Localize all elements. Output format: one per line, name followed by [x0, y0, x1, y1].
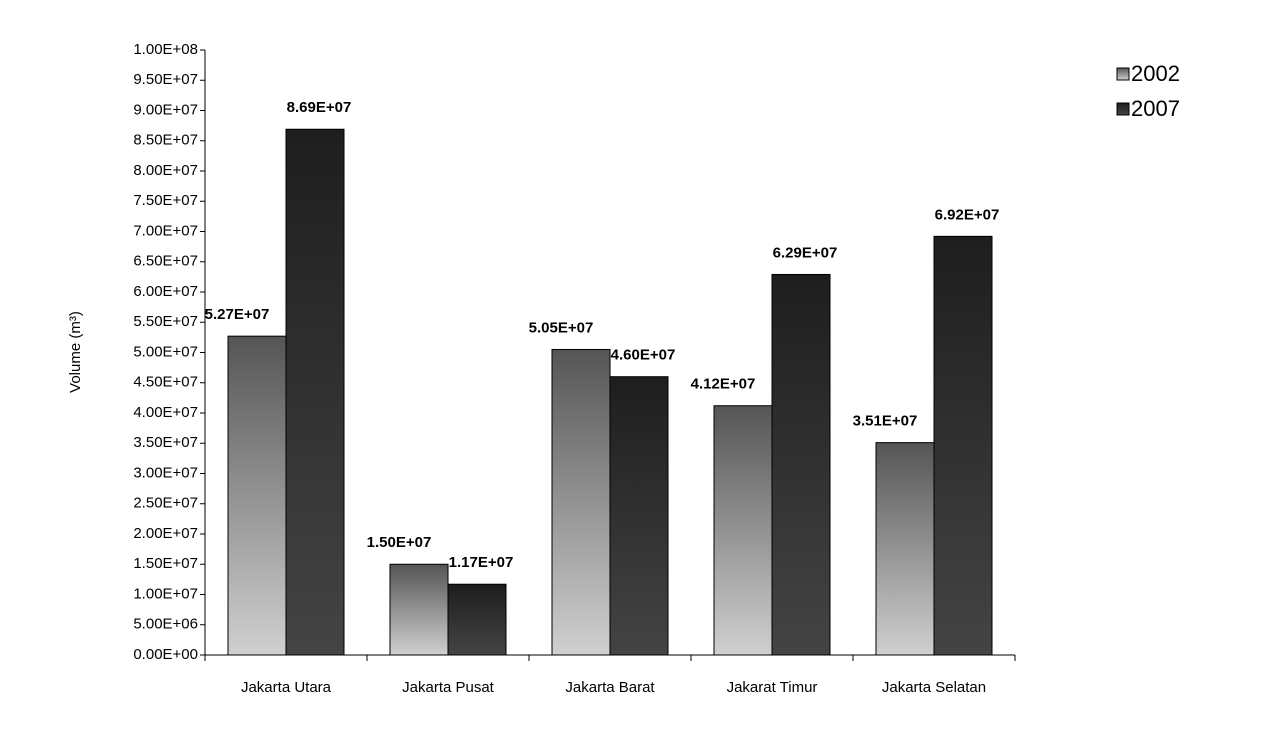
- legend-label: 2002: [1131, 61, 1180, 86]
- y-tick-label: 2.50E+07: [133, 495, 198, 512]
- y-tick-label: 0.00E+00: [133, 646, 198, 663]
- value-label: 5.27E+07: [205, 306, 270, 323]
- y-axis-label: Volume (m³): [67, 311, 84, 393]
- x-tick-label: Jakarat Timur: [727, 679, 818, 696]
- y-tick-label: 3.00E+07: [133, 464, 198, 481]
- y-tick-label: 4.00E+07: [133, 404, 198, 421]
- bar: [609, 376, 669, 656]
- bar: [551, 348, 611, 656]
- value-label: 1.50E+07: [367, 534, 432, 551]
- y-tick-label: 1.00E+08: [133, 41, 198, 58]
- y-tick-label: 5.00E+07: [133, 343, 198, 360]
- bar: [875, 442, 935, 656]
- y-tick-label: 9.50E+07: [133, 71, 198, 88]
- y-tick-label: 7.00E+07: [133, 222, 198, 239]
- value-label: 6.92E+07: [935, 206, 1000, 223]
- legend-swatch: [1116, 67, 1130, 81]
- y-tick-label: 7.50E+07: [133, 192, 198, 209]
- bar: [771, 273, 831, 656]
- value-label: 3.51E+07: [853, 413, 918, 430]
- y-tick-label: 2.00E+07: [133, 525, 198, 542]
- y-tick-label: 8.50E+07: [133, 132, 198, 149]
- value-label: 4.12E+07: [691, 376, 756, 393]
- value-label: 5.05E+07: [529, 319, 594, 336]
- y-tick-label: 1.00E+07: [133, 585, 198, 602]
- y-tick-label: 1.50E+07: [133, 555, 198, 572]
- bar: [933, 235, 993, 656]
- y-tick-label: 9.00E+07: [133, 101, 198, 118]
- x-tick-label: Jakarta Utara: [241, 679, 332, 696]
- x-tick-label: Jakarta Selatan: [882, 679, 986, 696]
- bar: [713, 405, 773, 656]
- y-tick-label: 5.00E+06: [133, 616, 198, 633]
- bar: [227, 335, 287, 656]
- legend-swatch: [1116, 102, 1130, 116]
- y-tick-label: 5.50E+07: [133, 313, 198, 330]
- value-label: 6.29E+07: [773, 244, 838, 261]
- y-tick-label: 6.00E+07: [133, 283, 198, 300]
- value-label: 8.69E+07: [287, 99, 352, 116]
- value-label: 4.60E+07: [611, 347, 676, 364]
- bar: [285, 128, 345, 656]
- bar: [389, 563, 449, 656]
- y-tick-label: 4.50E+07: [133, 374, 198, 391]
- legend-label: 2007: [1131, 96, 1180, 121]
- y-tick-label: 8.00E+07: [133, 162, 198, 179]
- y-tick-label: 3.50E+07: [133, 434, 198, 451]
- y-tick-label: 6.50E+07: [133, 253, 198, 270]
- bar: [447, 583, 507, 656]
- x-tick-label: Jakarta Barat: [565, 679, 655, 696]
- value-label: 1.17E+07: [449, 554, 514, 571]
- x-tick-label: Jakarta Pusat: [402, 679, 495, 696]
